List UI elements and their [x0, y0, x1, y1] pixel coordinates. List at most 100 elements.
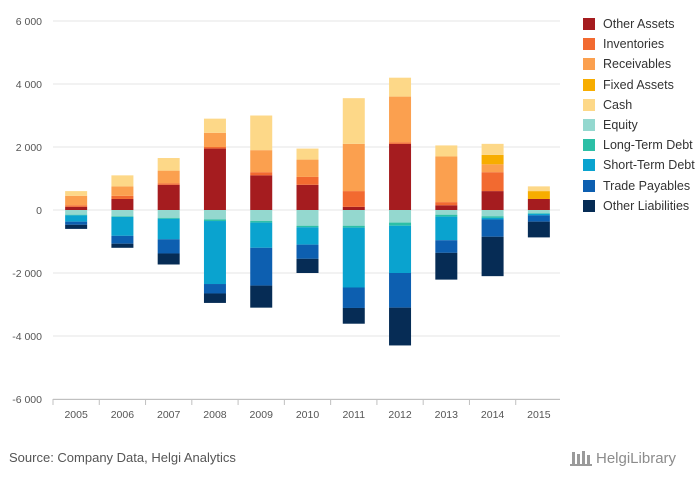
- bar-segment: [157, 183, 180, 185]
- bar-segment: [389, 142, 412, 144]
- bar-segment: [157, 239, 180, 254]
- legend-item: Long-Term Debt: [583, 135, 695, 155]
- legend-label: Equity: [603, 118, 638, 133]
- bar-segment: [296, 227, 319, 245]
- legend-item: Inventories: [583, 34, 695, 54]
- legend-item: Receivables: [583, 54, 695, 74]
- bar-segment: [203, 284, 226, 294]
- bar-segment: [481, 191, 504, 210]
- legend-swatch: [583, 58, 595, 71]
- legend-label: Trade Payables: [603, 178, 691, 193]
- bar-segment: [250, 150, 273, 173]
- x-tick-label: 2005: [64, 409, 88, 421]
- bar-segment: [342, 225, 365, 228]
- bar-segment: [111, 175, 134, 187]
- legend-item: Equity: [583, 115, 695, 135]
- bar-segment: [296, 244, 319, 259]
- x-tick-label: 2013: [435, 409, 459, 421]
- bar-segment: [481, 164, 504, 173]
- legend-swatch: [583, 18, 595, 31]
- bar-segment: [296, 225, 319, 228]
- bar-segment: [527, 191, 550, 199]
- x-tick-label: 2014: [481, 409, 505, 421]
- y-tick-label: -2 000: [12, 268, 42, 280]
- bar-segment: [389, 307, 412, 346]
- bar-segment: [342, 98, 365, 144]
- bar-segment: [250, 247, 273, 286]
- y-tick-label: 2 000: [16, 142, 42, 154]
- bar-segment: [481, 154, 504, 165]
- bar-segment: [527, 210, 550, 214]
- legend-label: Long-Term Debt: [603, 138, 693, 153]
- y-tick-label: -4 000: [12, 331, 42, 343]
- bar-segment: [481, 219, 504, 237]
- brand-name: HelgiLibrary: [596, 449, 677, 467]
- bar-segment: [435, 210, 458, 215]
- bar-segment: [435, 156, 458, 203]
- x-tick-label: 2012: [388, 409, 412, 421]
- bar-segment: [481, 216, 504, 218]
- bar-segment: [111, 210, 134, 217]
- bar-segment: [389, 222, 412, 226]
- bar-segment: [435, 216, 458, 241]
- bar-segment: [157, 253, 180, 265]
- bar-segment: [65, 221, 88, 225]
- bar-segment: [157, 158, 180, 171]
- bar-segment: [250, 115, 273, 151]
- x-tick-label: 2007: [157, 409, 181, 421]
- legend-label: Inventories: [603, 37, 665, 52]
- bar-segment: [250, 175, 273, 210]
- legend-item: Other Liabilities: [583, 196, 695, 216]
- bar-segment: [203, 219, 226, 222]
- bar-segment: [157, 218, 180, 240]
- bar-segment: [65, 214, 88, 216]
- legend: Other Assets Inventories Receivables Fixed …: [583, 14, 695, 216]
- x-tick-label: 2006: [111, 409, 135, 421]
- legend-item: Fixed Assets: [583, 75, 695, 95]
- bar-segment: [296, 148, 319, 160]
- bar-segment: [389, 273, 412, 308]
- chart: 6 000 4 000 2 000 0 -2 000 -4 000 -6 000 2005 20…: [12, 16, 560, 421]
- bar-segment: [203, 147, 226, 149]
- legend-label: Cash: [603, 97, 633, 112]
- bar-segment: [203, 293, 226, 303]
- bar-segment: [65, 215, 88, 222]
- bar-segment: [481, 143, 504, 155]
- x-tick-label: 2008: [203, 409, 227, 421]
- legend-item: Cash: [583, 95, 695, 115]
- legend-label: Receivables: [603, 57, 672, 72]
- bar-segment: [203, 132, 226, 147]
- bar-segment: [389, 210, 412, 223]
- legend-item: Other Assets: [583, 14, 695, 34]
- y-tick-label: 4 000: [16, 79, 42, 91]
- bar-segment: [250, 222, 273, 248]
- legend-label: Other Assets: [603, 17, 675, 32]
- bar-segment: [296, 184, 319, 210]
- bar-segment: [527, 221, 550, 238]
- bar-segment: [203, 118, 226, 133]
- bar-segment: [296, 176, 319, 185]
- bar-segment: [342, 191, 365, 207]
- bar-segment: [203, 221, 226, 285]
- bar-segment: [481, 210, 504, 217]
- bar-segment: [157, 217, 180, 219]
- bar-segment: [111, 216, 134, 236]
- bar-segment: [481, 217, 504, 220]
- bar-segment: [435, 240, 458, 253]
- legend-swatch: [583, 78, 595, 91]
- bar-segment: [65, 191, 88, 196]
- bar-segment: [250, 172, 273, 176]
- bar-segment: [296, 210, 319, 226]
- legend-label: Other Liabilities: [603, 198, 690, 213]
- bar-segment: [111, 235, 134, 244]
- brand-logo: HelgiLibrary: [570, 449, 676, 467]
- legend-swatch: [583, 139, 595, 152]
- legend-swatch: [583, 199, 595, 212]
- bar-segment: [111, 195, 134, 199]
- bar-segment: [65, 205, 88, 207]
- bar-segment: [111, 186, 134, 196]
- legend-swatch: [583, 38, 595, 51]
- bar-segment: [157, 170, 180, 184]
- y-tick-label: -6 000: [12, 394, 42, 406]
- legend-swatch: [583, 159, 595, 172]
